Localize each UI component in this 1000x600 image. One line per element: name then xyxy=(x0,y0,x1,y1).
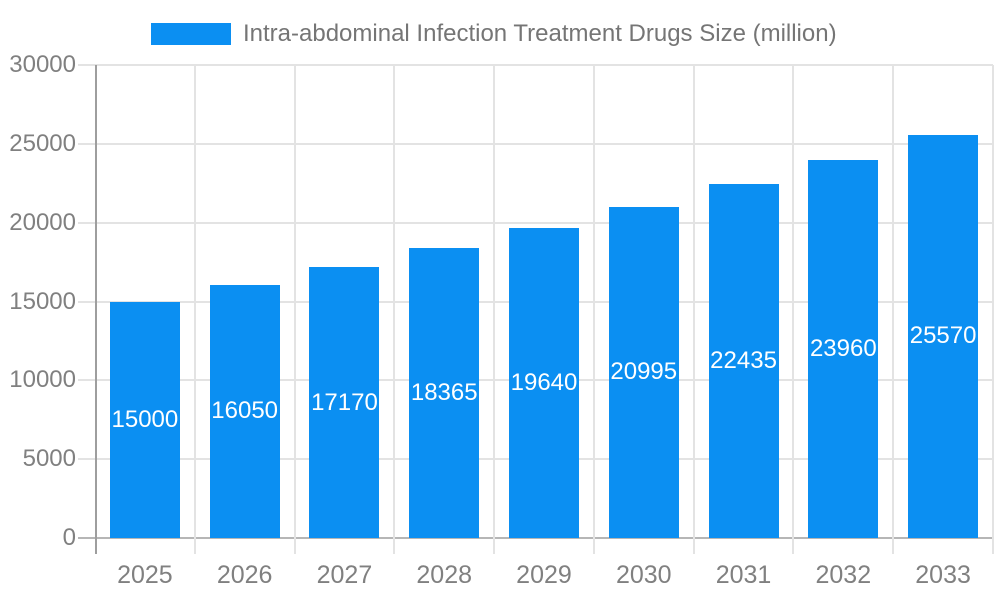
bar: 20995 xyxy=(608,206,679,538)
bar-value-label: 18365 xyxy=(410,379,478,407)
bar-value-label: 15000 xyxy=(111,405,179,433)
bar: 18365 xyxy=(409,248,480,538)
v-gridline xyxy=(692,65,695,554)
x-tick-label: 2030 xyxy=(615,561,672,589)
bar: 16050 xyxy=(209,284,280,538)
legend-swatch xyxy=(151,23,231,45)
baseline xyxy=(78,537,993,539)
x-tick-label: 2027 xyxy=(316,561,373,589)
x-tick-label: 2033 xyxy=(915,561,971,589)
v-gridline xyxy=(193,65,196,554)
bar: 25570 xyxy=(908,134,979,538)
x-tick-label: 2028 xyxy=(416,561,473,589)
bar: 19640 xyxy=(509,228,579,538)
v-gridline xyxy=(892,65,895,554)
v-gridline xyxy=(592,65,595,554)
x-tick-label: 2026 xyxy=(216,561,273,589)
bar: 22435 xyxy=(708,184,779,538)
bar-value-label: 19640 xyxy=(510,369,578,397)
y-tick-label: 25000 xyxy=(9,129,76,157)
h-gridline xyxy=(78,221,993,224)
y-tick-label: 15000 xyxy=(9,287,76,315)
bar: 23960 xyxy=(808,160,879,538)
y-tick-label: 0 xyxy=(62,524,76,551)
y-tick-label: 30000 xyxy=(9,51,76,78)
bar: 17170 xyxy=(309,267,380,538)
h-gridline xyxy=(78,142,993,145)
y-tick-label: 10000 xyxy=(9,366,76,394)
y-axis-line xyxy=(95,65,97,554)
bar-value-label: 16050 xyxy=(211,397,279,425)
bar-value-label: 25570 xyxy=(909,322,977,350)
x-tick-label: 2025 xyxy=(117,561,173,589)
v-gridline xyxy=(792,65,795,554)
bar-value-label: 20995 xyxy=(610,358,678,386)
v-gridline xyxy=(293,65,296,554)
x-tick-label: 2032 xyxy=(815,561,872,589)
bar-value-label: 17170 xyxy=(311,388,378,416)
y-tick-label: 20000 xyxy=(9,208,76,236)
bar-value-label: 22435 xyxy=(710,347,777,375)
x-tick-label: 2029 xyxy=(516,561,572,589)
h-gridline xyxy=(78,64,993,66)
v-gridline xyxy=(393,65,396,554)
legend: Intra-abdominal Infection Treatment Drug… xyxy=(151,20,837,48)
v-gridline xyxy=(992,65,994,554)
legend-label: Intra-abdominal Infection Treatment Drug… xyxy=(243,20,837,47)
x-tick-label: 2031 xyxy=(715,561,772,589)
y-tick-label: 5000 xyxy=(22,445,76,473)
bar: 15000 xyxy=(109,301,180,538)
plot-area: 15000 16050 17170 18365 19640 20995 22435 23960… xyxy=(78,64,994,554)
v-gridline xyxy=(493,65,496,554)
bar-value-label: 23960 xyxy=(809,335,877,363)
